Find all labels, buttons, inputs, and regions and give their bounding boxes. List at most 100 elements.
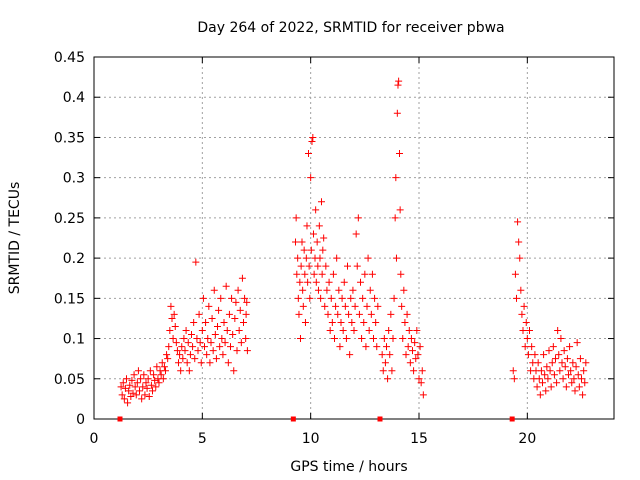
x-axis-label: GPS time / hours (290, 459, 407, 475)
data-point (130, 371, 138, 379)
data-point (404, 343, 412, 351)
data-point (138, 395, 146, 403)
data-point (225, 310, 233, 318)
data-point (364, 254, 372, 262)
data-point (314, 262, 322, 270)
data-point (386, 351, 394, 359)
data-point (205, 302, 213, 310)
data-point (299, 286, 307, 294)
data-point (572, 363, 580, 371)
data-point (296, 335, 304, 343)
data-point (133, 379, 141, 387)
data-point (535, 375, 543, 383)
data-point (367, 310, 375, 318)
data-point (233, 347, 241, 355)
data-point (350, 327, 358, 335)
data-point (185, 367, 193, 375)
data-point (146, 367, 154, 375)
data-point (362, 343, 370, 351)
data-point (515, 238, 523, 246)
data-point (229, 331, 237, 339)
data-point (559, 375, 567, 383)
data-point (323, 286, 331, 294)
data-point (556, 367, 564, 375)
data-point (139, 383, 147, 391)
data-point (336, 343, 344, 351)
data-point (419, 391, 427, 399)
data-point (143, 384, 151, 392)
data-point (129, 389, 137, 397)
data-point (144, 375, 152, 383)
data-point (355, 310, 363, 318)
data-point (573, 339, 581, 347)
data-point (131, 383, 139, 391)
axis-ticks (93, 56, 614, 420)
data-point (197, 359, 205, 367)
chart-title: Day 264 of 2022, SRMTID for receiver pbw… (197, 20, 504, 36)
data-point (307, 174, 315, 182)
data-point (414, 351, 422, 359)
data-point-zero-marker (509, 416, 515, 422)
data-point (175, 359, 182, 367)
data-point (190, 318, 198, 326)
x-tick-label: 0 (90, 431, 99, 447)
data-point (195, 310, 203, 318)
data-point (579, 391, 587, 399)
data-point (230, 367, 238, 375)
data-point (533, 383, 541, 391)
data-point (396, 150, 403, 158)
data-point (201, 343, 208, 351)
data-point (204, 335, 212, 343)
data-point (312, 278, 320, 286)
data-point (145, 392, 153, 400)
data-point (119, 379, 127, 387)
data-point (297, 262, 305, 270)
data-point (548, 359, 556, 367)
data-point (545, 347, 553, 355)
data-point (519, 327, 527, 335)
data-point (199, 294, 207, 302)
data-point (549, 343, 557, 351)
data-point (539, 379, 546, 387)
data-point (378, 351, 386, 359)
data-point (379, 367, 387, 375)
data-point (326, 327, 334, 335)
data-point (179, 355, 187, 363)
data-point (359, 294, 367, 302)
data-point (321, 302, 329, 310)
data-point (218, 335, 226, 343)
data-point (397, 270, 405, 278)
data-point (524, 351, 532, 359)
data-point (128, 376, 136, 384)
data-point (567, 367, 575, 375)
data-point (516, 254, 524, 262)
data-point (170, 310, 178, 318)
data-point (553, 379, 561, 387)
data-point (390, 294, 398, 302)
data-point (401, 318, 409, 326)
data-point (403, 310, 411, 318)
data-point (237, 339, 245, 347)
data-point (511, 270, 519, 278)
data-point (193, 335, 201, 343)
data-point (191, 355, 199, 363)
data-point (243, 347, 251, 355)
data-point (543, 363, 551, 371)
y-tick-label: 0.3 (63, 171, 85, 187)
data-point (149, 387, 156, 395)
data-point (334, 310, 342, 318)
data-point (372, 318, 380, 326)
data-point (140, 371, 148, 379)
data-point (570, 375, 578, 383)
data-point (228, 294, 236, 302)
data-point (242, 335, 250, 343)
data-point (182, 327, 190, 335)
data-point (306, 294, 314, 302)
data-point-zero-marker (117, 416, 123, 422)
data-point (181, 347, 189, 355)
y-tick-label: 0 (76, 412, 85, 428)
data-point (184, 339, 192, 347)
data-point (353, 262, 361, 270)
data-point (406, 359, 414, 367)
